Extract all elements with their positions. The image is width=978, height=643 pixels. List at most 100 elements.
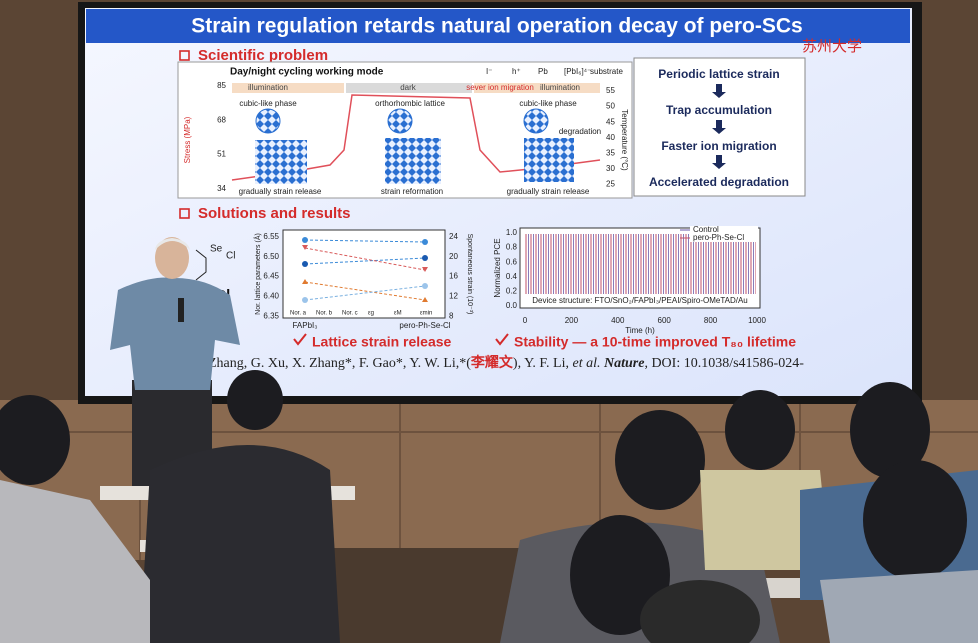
atom-label: Se [210, 244, 223, 255]
mechanism-step: Periodic lattice strain [658, 67, 779, 81]
y2-tick-label: 25 [606, 180, 615, 189]
structure-label: orthorhombic lattice [375, 99, 445, 108]
phase-band [346, 83, 472, 93]
x-tick-label: FAPbI₃ [292, 321, 317, 330]
structure-label: cubic-like phase [519, 99, 577, 108]
molecule-bonds [195, 249, 207, 281]
phase-label: illumination [540, 83, 580, 92]
legend-label: εmin [420, 311, 432, 317]
citation-part: , DOI: 10.1038/s41586-024- [644, 356, 804, 371]
y-tick-label: 85 [217, 81, 226, 90]
citation-part: et al. [572, 356, 600, 371]
y-tick-label: 0.2 [506, 287, 518, 296]
legend-label: [PbI₆]⁴⁻ [564, 67, 591, 76]
slide-title: Strain regulation retards natural operat… [191, 15, 802, 38]
y-tick-label: 34 [217, 184, 226, 193]
y2-tick-label: 16 [449, 272, 458, 281]
y2-tick-label: 20 [449, 252, 458, 261]
y2-tick-label: 8 [449, 311, 454, 320]
citation-part: ), Y. F. Li, [513, 356, 573, 371]
chain-arrows [712, 84, 726, 169]
x-tick-label: 1000 [748, 316, 766, 325]
audience [0, 370, 978, 643]
device-note: Device structure: FTO/SnO₂/FAPbI₃/PEAI/S… [532, 296, 747, 305]
crystal [524, 138, 574, 182]
legend-label: pero-Ph-Se-Cl [693, 233, 744, 242]
y-tick-label: 6.35 [263, 311, 279, 320]
lattice-points [302, 237, 428, 303]
citation-part: Nature [603, 356, 644, 371]
legend-label: substrate [590, 67, 623, 76]
legend-label: h⁺ [512, 67, 521, 76]
phase-label: sever ion migration [466, 83, 534, 92]
check-mark [293, 333, 307, 346]
caption: strain reformation [381, 187, 443, 196]
x-tick-label: 200 [565, 316, 579, 325]
panel-title: Day/night cycling working mode [230, 67, 384, 78]
lattice-chart [282, 229, 446, 319]
x-tick-label: pero-Ph-Se-Cl [399, 321, 450, 330]
y-tick-label: 6.55 [263, 232, 279, 241]
legend-label: εg [368, 311, 374, 317]
note-bg [524, 295, 756, 306]
phase-band [474, 83, 600, 93]
bullet-box [179, 50, 190, 61]
y2-axis-label: Spontaneous strain (10⁻³) [466, 234, 473, 315]
crystal [385, 138, 441, 184]
legend-label: Control [693, 225, 719, 234]
y2-tick-label: 40 [606, 133, 615, 142]
title-bar [86, 9, 910, 43]
y-axis-label: Nor. lattice parameters (Å) [253, 233, 262, 315]
caption: gradually strain release [239, 187, 322, 196]
y-axis-label: Normalized PCE [493, 238, 502, 297]
logo: 苏州大学 [802, 37, 862, 55]
y-tick-label: 68 [217, 115, 226, 124]
result-point: Stability — a 10-time improved T₈₀ lifet… [514, 334, 796, 350]
y2-tick-label: 55 [606, 86, 615, 95]
legend-label: Nor. a [290, 311, 307, 317]
y2-tick-label: 24 [449, 232, 458, 241]
x-axis-label: Time (h) [625, 326, 655, 335]
lattice-icon [255, 108, 281, 134]
mechanism-step: Accelerated degradation [649, 175, 789, 189]
y-tick-label: 6.45 [263, 272, 279, 281]
citation-part: Zhang, G. Xu, X. Zhang*, F. Gao*, Y. W. … [208, 356, 471, 371]
y-tick-label: 0.8 [506, 243, 518, 252]
y2-tick-label: 30 [606, 164, 615, 173]
y-axis-label: Stress (MPa) [183, 116, 192, 163]
lattice-icon [523, 108, 549, 134]
structure-label: cubic-like phase [239, 99, 297, 108]
x-tick-label: 400 [611, 316, 625, 325]
section-heading: Solutions and results [198, 205, 351, 222]
y2-tick-label: 35 [606, 149, 615, 158]
citation: Zhang, G. Xu, X. Zhang*, F. Gao*, Y. W. … [208, 354, 804, 371]
generated-labels: 85 68 51 34 55 50 45 40 35 30 25 I⁻ h⁺ Pb [PbI₆]⁴⁻subs… [217, 67, 789, 325]
y-tick-label: 0.0 [506, 301, 518, 310]
y-tick-label: 0.6 [506, 257, 518, 266]
y-tick-label: 51 [217, 150, 226, 159]
phase-label: dark [400, 83, 417, 92]
y2-axis-label: Temperature (°C) [620, 109, 629, 171]
y-tick-label: 6.50 [263, 252, 279, 261]
legend-label: Pb [538, 67, 548, 76]
x-tick-label: 800 [704, 316, 718, 325]
check-mark [495, 333, 509, 346]
x-tick-label: 0 [523, 316, 528, 325]
legend-bg [690, 226, 758, 242]
section-heading: Scientific problem [198, 47, 328, 64]
legend-label: Nor. b [316, 311, 333, 317]
legend-label: I⁻ [486, 67, 492, 76]
caption: gradually strain release [507, 187, 590, 196]
citation-part: 李耀文 [470, 354, 514, 371]
y2-tick-label: 50 [606, 102, 615, 111]
legend-label: εM [394, 311, 402, 317]
y2-tick-label: 12 [449, 292, 458, 301]
phase-label: illumination [248, 83, 288, 92]
legend-label: Nor. c [342, 311, 358, 317]
y-tick-label: 1.0 [506, 228, 518, 237]
mechanism-step: Trap accumulation [666, 103, 772, 117]
x-tick-label: 600 [658, 316, 672, 325]
structure-label: degradation [559, 127, 601, 136]
y-tick-label: 6.40 [263, 292, 279, 301]
